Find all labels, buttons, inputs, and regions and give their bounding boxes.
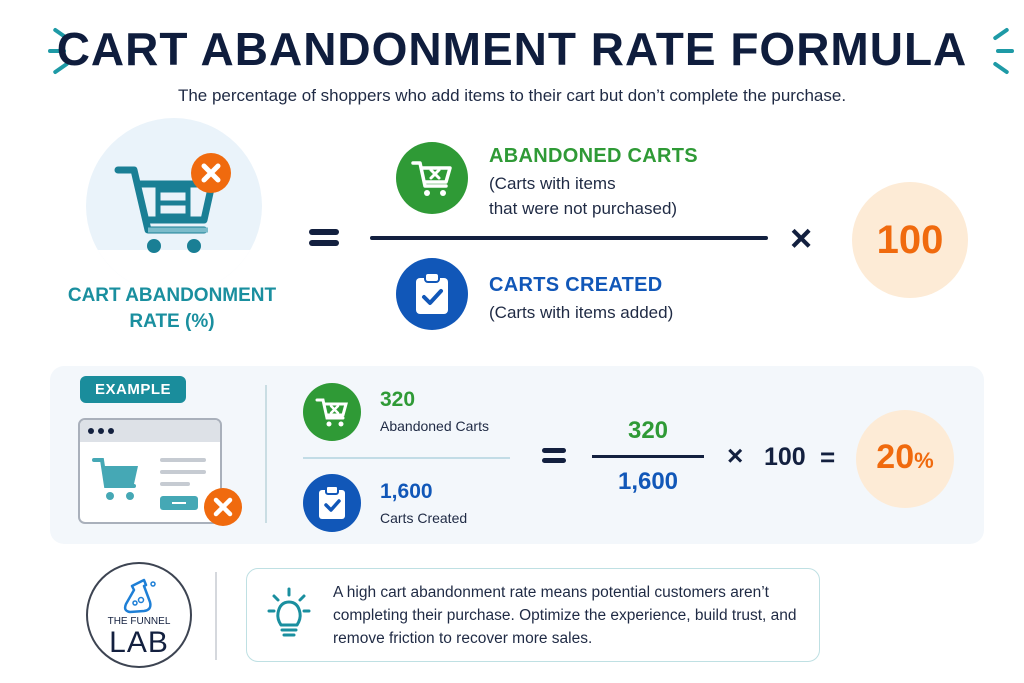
example-abandoned-label: Abandoned Carts (380, 418, 489, 434)
abandoned-carts-icon (396, 142, 468, 214)
example-created-label: Carts Created (380, 510, 468, 526)
numerator-description: (Carts with items that were not purchase… (489, 174, 678, 218)
example-abandoned-value: 320 (380, 388, 416, 411)
example-badge: EXAMPLE (80, 376, 186, 403)
example-fraction-line (592, 455, 704, 458)
tip-box: A high cart abandonment rate means poten… (246, 568, 820, 662)
page-title: CART ABANDONMENT RATE FORMULA (56, 23, 968, 75)
close-badge-icon (204, 488, 242, 526)
carts-created-icon (303, 474, 361, 532)
abandoned-carts-icon (303, 383, 361, 441)
carts-created-icon (396, 258, 468, 330)
example-numerator: 320 (627, 417, 669, 444)
example-result-badge: 20 % (856, 410, 954, 508)
example-created-value: 1,600 (380, 480, 433, 503)
tip-text: A high cart abandonment rate means poten… (333, 584, 797, 647)
multiplier-badge: 100 (852, 182, 968, 298)
multiply-sign: × (790, 218, 813, 260)
close-badge-icon (191, 153, 231, 193)
example-divider (265, 385, 267, 523)
equals-sign (309, 229, 339, 251)
denominator-title: CARTS CREATED (489, 274, 663, 296)
example-result-unit: % (914, 448, 934, 473)
flask-icon (123, 578, 156, 614)
fraction-line (370, 236, 768, 240)
example-denominator: 1,600 (617, 468, 679, 495)
example-separator (303, 457, 510, 459)
example-multiply-sign: × (727, 440, 744, 471)
burst-right-icon (986, 26, 1022, 76)
page-subtitle: The percentage of shoppers who add items… (177, 86, 847, 105)
denominator-description: (Carts with items added) (489, 303, 674, 322)
example-equals: = (820, 442, 836, 472)
numerator-title: ABANDONED CARTS (489, 145, 698, 167)
burst-left-icon (44, 26, 80, 76)
cart-icon (92, 458, 138, 500)
equals-sign (542, 448, 566, 468)
lightbulb-icon (267, 587, 311, 637)
hero-background (86, 118, 262, 294)
example-result-value: 20 (876, 438, 915, 476)
formula-result-label: CART ABANDONMENT RATE (%) (67, 285, 277, 332)
funnel-lab-logo: THE FUNNEL LAB (86, 562, 192, 668)
footer-divider (215, 572, 217, 660)
shopping-cart-icon (114, 166, 216, 253)
browser-window-icon (78, 418, 222, 524)
example-multiplier: 100 (764, 443, 806, 471)
